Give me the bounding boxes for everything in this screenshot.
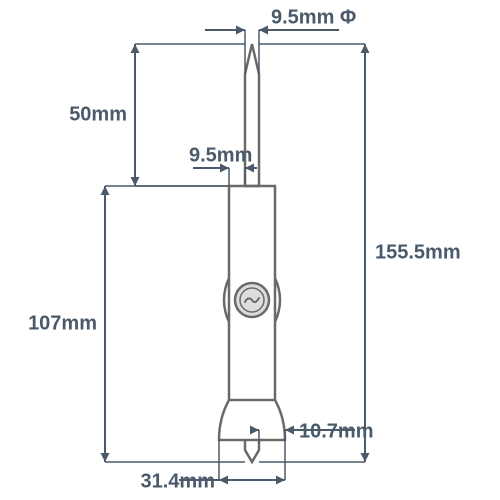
label-10-7mm: 10.7mm — [299, 420, 374, 442]
label-31-4mm: 31.4mm — [141, 470, 216, 492]
label-50mm: 50mm — [69, 103, 127, 125]
engineering-diagram: 9.5mm Φ 50mm 9.5mm 107mm 155.5mm 10.7mm 31.4mm — [0, 0, 500, 500]
label-9-5mm: 9.5mm — [189, 144, 252, 166]
label-107mm: 107mm — [28, 312, 97, 334]
label-155-5mm: 155.5mm — [375, 241, 461, 263]
label-top-diameter: 9.5mm Φ — [271, 6, 356, 28]
